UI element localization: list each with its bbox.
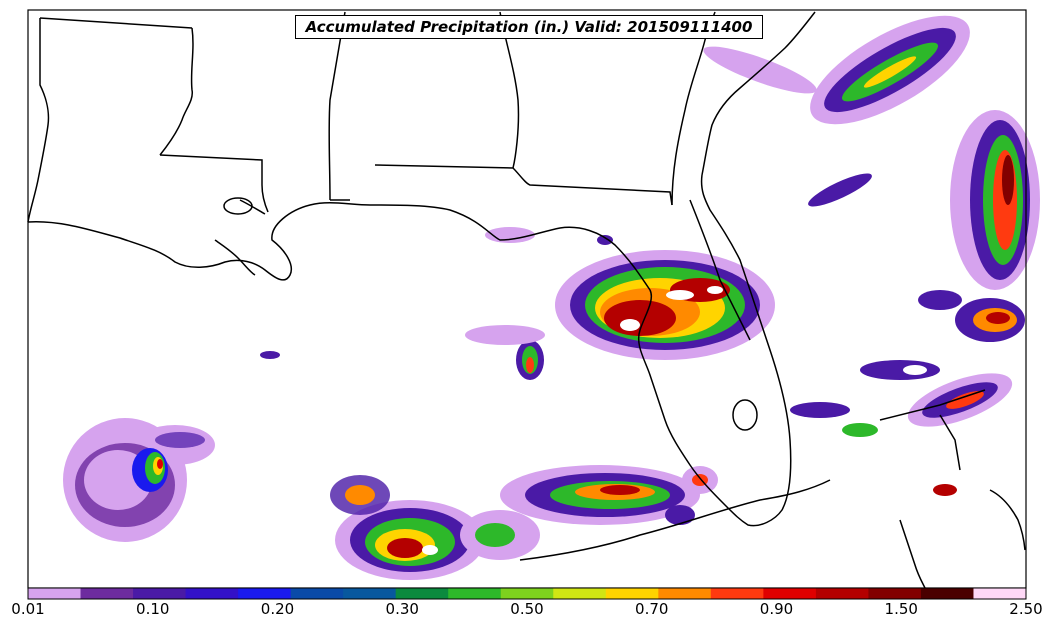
colorbar-frame (27, 587, 1027, 600)
caribbean-precip (330, 465, 718, 580)
hurricane-precip (63, 418, 215, 542)
colorbar-segment (500, 588, 554, 599)
colorbar-segment (710, 588, 764, 599)
colorbar-segment (658, 588, 712, 599)
colorbar-segment (973, 588, 1027, 599)
colorbar-segment (238, 588, 292, 599)
colorbar-segment (868, 588, 922, 599)
colorbar-segment (448, 588, 502, 599)
colorbar (28, 588, 1027, 599)
colorbar-segment (343, 588, 397, 599)
colorbar-segment (605, 588, 659, 599)
precipitation-fields (63, 15, 1040, 580)
colorbar-segment (395, 588, 449, 599)
colorbar-segment (763, 588, 817, 599)
colorbar-segment (920, 588, 974, 599)
florida-precip (465, 250, 775, 380)
colorbar-tick-label: 1.50 (884, 600, 918, 618)
colorbar-segment (815, 588, 869, 599)
map-title: Accumulated Precipitation (in.) Valid: 2… (295, 15, 763, 39)
colorbar-tick-label: 0.01 (11, 600, 45, 618)
colorbar-segment (80, 588, 134, 599)
colorbar-segment (553, 588, 607, 599)
colorbar-tick-label: 0.10 (136, 600, 170, 618)
colorbar-tick-label: 0.70 (635, 600, 669, 618)
colorbar-segment (185, 588, 239, 599)
colorbar-tick-label: 0.90 (759, 600, 794, 618)
colorbar-tick-label: 0.30 (385, 600, 419, 618)
colorbar-segment (28, 588, 82, 599)
colorbar-segment (290, 588, 344, 599)
colorbar-tick-label: 0.20 (260, 600, 295, 618)
atlantic-precip (703, 15, 1040, 496)
colorbar-tick-label: 2.50 (1009, 600, 1043, 618)
colorbar-segment (133, 588, 187, 599)
colorbar-tick-label: 0.50 (510, 600, 544, 618)
